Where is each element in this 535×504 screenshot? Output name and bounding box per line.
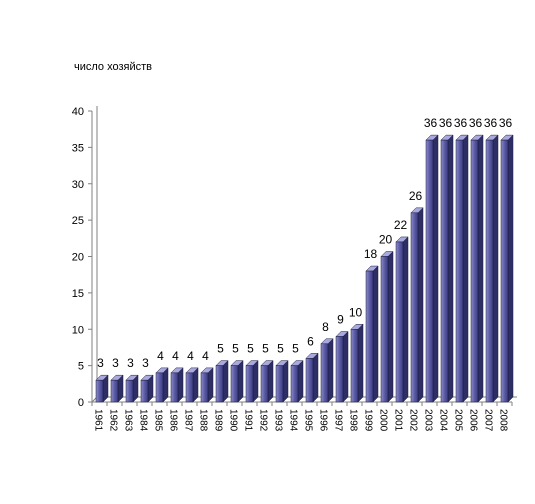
- data-label: 3: [127, 356, 134, 370]
- bar: [320, 338, 334, 403]
- bar: [380, 250, 394, 403]
- y-tick-label: 20: [72, 252, 84, 264]
- bar: [365, 265, 379, 403]
- y-tick-label: 35: [72, 142, 84, 154]
- y-tick-label: 10: [72, 324, 84, 336]
- data-label: 36: [454, 116, 468, 130]
- x-tick-label: 2000: [378, 409, 389, 432]
- data-label: 3: [142, 356, 149, 370]
- data-label: 36: [439, 116, 453, 130]
- bar: [410, 207, 424, 403]
- data-label: 26: [409, 189, 423, 203]
- data-label: 5: [247, 342, 254, 356]
- data-label: 4: [172, 349, 179, 363]
- data-label: 6: [307, 334, 314, 348]
- bar: [395, 236, 409, 403]
- y-axis-title: число хозяйств: [74, 61, 152, 73]
- bar: [215, 360, 229, 403]
- data-label: 5: [262, 342, 269, 356]
- bar: [290, 360, 304, 403]
- bar: [440, 134, 454, 403]
- x-tick-label: 2003: [423, 409, 434, 432]
- data-label: 36: [499, 116, 513, 130]
- x-tick-label: 1996: [318, 409, 329, 432]
- x-tick-label: 1992: [258, 409, 269, 432]
- x-tick-label: 1987: [183, 409, 194, 432]
- x-tick-label: 1995: [303, 409, 314, 432]
- x-tick-label: 1985: [153, 409, 164, 432]
- bar: [260, 360, 274, 403]
- x-tick-label: 2004: [438, 409, 449, 432]
- data-label: 36: [424, 116, 438, 130]
- data-label: 10: [349, 305, 363, 319]
- data-label: 4: [202, 349, 209, 363]
- data-label: 5: [292, 342, 299, 356]
- data-label: 22: [394, 218, 408, 232]
- x-tick-label: 1994: [288, 409, 299, 432]
- x-tick-label: 1961: [93, 409, 104, 432]
- x-tick-label: 1989: [213, 409, 224, 432]
- bars: [95, 134, 514, 403]
- bar: [95, 374, 109, 403]
- bar: [485, 134, 499, 403]
- x-tick-label: 2008: [498, 409, 509, 432]
- x-tick-label: 1990: [228, 409, 239, 432]
- data-label: 5: [232, 342, 239, 356]
- bar: [305, 352, 319, 403]
- data-label: 9: [337, 313, 344, 327]
- bar: [140, 374, 154, 403]
- data-label: 8: [322, 320, 329, 334]
- data-label: 36: [469, 116, 483, 130]
- x-tick-label: 1991: [243, 409, 254, 432]
- bar: [230, 360, 244, 403]
- bar: [425, 134, 439, 403]
- data-label: 3: [112, 356, 119, 370]
- bar: [275, 360, 289, 403]
- x-tick-label: 2007: [483, 409, 494, 432]
- y-tick-label: 30: [72, 179, 84, 191]
- x-tick-label: 1986: [168, 409, 179, 432]
- bar: [350, 323, 364, 403]
- x-tick-label: 1999: [363, 409, 374, 432]
- x-tick-label: 2006: [468, 409, 479, 432]
- data-label: 5: [277, 342, 284, 356]
- y-tick-label: 25: [72, 215, 84, 227]
- bar: [245, 360, 259, 403]
- bar: [200, 367, 214, 403]
- bar: [455, 134, 469, 403]
- bar: [500, 134, 514, 403]
- bar: [155, 367, 169, 403]
- x-tick-label: 2002: [408, 409, 419, 432]
- x-tick-label: 1997: [333, 409, 344, 432]
- y-tick-label: 40: [72, 106, 84, 118]
- y-tick-label: 0: [78, 397, 84, 409]
- x-tick-label: 1984: [138, 409, 149, 432]
- data-label: 3: [97, 356, 104, 370]
- x-tick-label: 1963: [123, 409, 134, 432]
- bar: [125, 374, 139, 403]
- data-label: 20: [379, 233, 393, 247]
- x-tick-label: 1962: [108, 409, 119, 432]
- bar: [470, 134, 484, 403]
- x-tick-label: 2001: [393, 409, 404, 432]
- y-tick-label: 5: [78, 361, 84, 373]
- x-tick-label: 2005: [453, 409, 464, 432]
- bar: [170, 367, 184, 403]
- bar: [110, 374, 124, 403]
- bar: [335, 330, 349, 403]
- y-tick-label: 15: [72, 288, 84, 300]
- x-tick-label: 1993: [273, 409, 284, 432]
- x-tick-label: 1988: [198, 409, 209, 432]
- x-tick-label: 1998: [348, 409, 359, 432]
- data-label: 18: [364, 247, 378, 261]
- bar: [185, 367, 199, 403]
- data-label: 4: [187, 349, 194, 363]
- data-label: 4: [157, 349, 164, 363]
- data-label: 5: [217, 342, 224, 356]
- data-label: 36: [484, 116, 498, 130]
